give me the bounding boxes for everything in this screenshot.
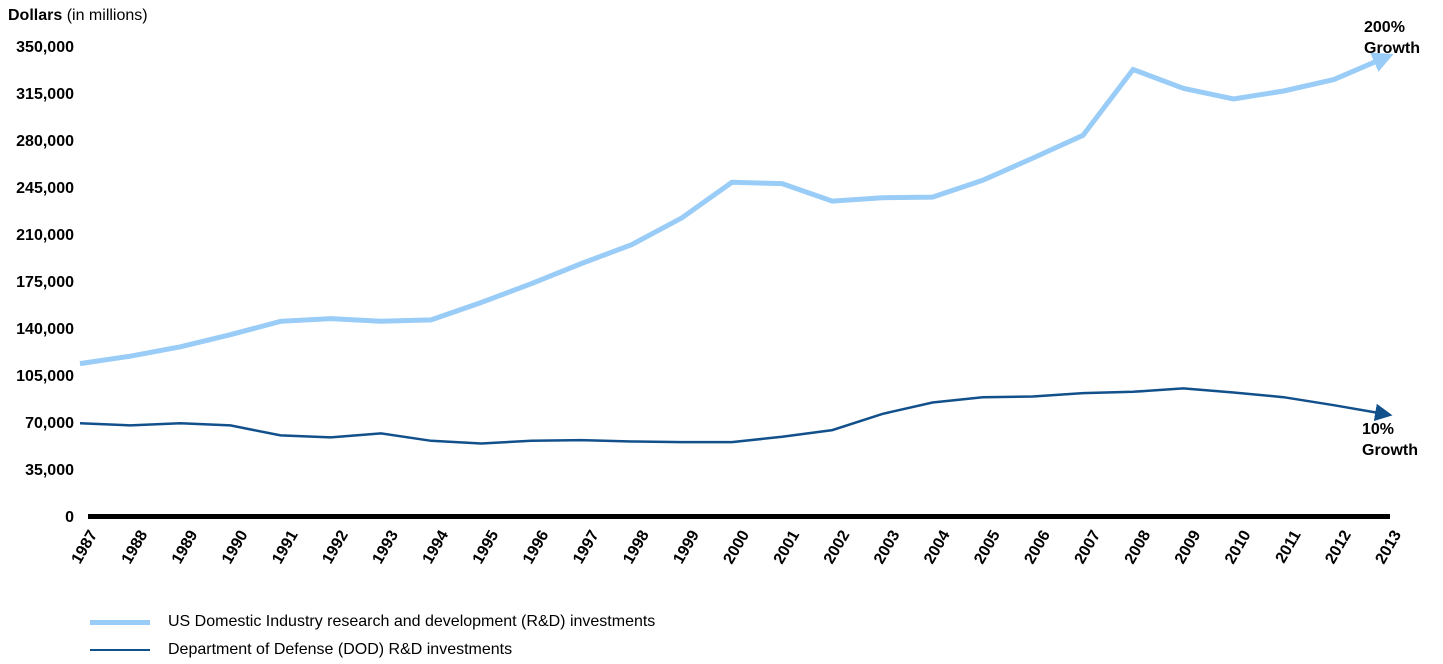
x-tick-label: 2003 bbox=[871, 528, 904, 567]
x-tick-label: 2013 bbox=[1372, 528, 1405, 567]
x-tick-label: 1997 bbox=[570, 528, 603, 567]
y-tick-label: 105,000 bbox=[16, 368, 74, 385]
y-axis-title: Dollars (in millions) bbox=[8, 7, 148, 25]
x-tick-label: 2000 bbox=[721, 528, 754, 567]
x-tick-label: 1993 bbox=[369, 528, 402, 567]
x-tick-label: 2012 bbox=[1322, 528, 1355, 567]
x-tick-label: 1990 bbox=[219, 528, 252, 567]
x-axis-tick-labels: 1987 1988 1989 1990 1991 1992 1993 1994 1995 1996… bbox=[69, 528, 1405, 567]
y-tick-label: 140,000 bbox=[16, 321, 74, 338]
x-tick-label: 1995 bbox=[470, 528, 503, 567]
y-tick-label: 175,000 bbox=[16, 274, 74, 291]
x-tick-label: 1998 bbox=[620, 528, 653, 567]
dod-growth-percent: 10% bbox=[1362, 421, 1395, 438]
legend-swatch-industry bbox=[90, 619, 150, 625]
y-tick-label: 210,000 bbox=[16, 227, 74, 244]
y-tick-label: 245,000 bbox=[16, 180, 74, 197]
x-tick-label: 2009 bbox=[1172, 528, 1205, 567]
x-tick-label: 2001 bbox=[771, 528, 804, 567]
line-chart: 0 35,000 70,000 105,000 140,000 175,000 210,00… bbox=[16, 39, 1405, 567]
legend-label-dod: Department of Defense (DOD) R&D investme… bbox=[168, 641, 513, 658]
x-tick-label: 1987 bbox=[69, 528, 102, 567]
dod-growth-word: Growth bbox=[1362, 442, 1418, 459]
y-tick-label: 315,000 bbox=[16, 86, 74, 103]
legend-label-industry: US Domestic Industry research and develo… bbox=[168, 613, 656, 630]
y-axis-title-unit: (in millions) bbox=[66, 7, 148, 24]
series-lines bbox=[79, 52, 1394, 445]
x-tick-label: 2002 bbox=[821, 528, 854, 567]
x-tick-label: 1991 bbox=[269, 528, 302, 567]
x-tick-label: 1996 bbox=[520, 528, 553, 567]
y-tick-label: 70,000 bbox=[25, 415, 74, 432]
industry-growth-word: Growth bbox=[1364, 40, 1420, 57]
series-line-dod bbox=[79, 387, 1393, 445]
y-axis-title-bold: Dollars bbox=[8, 7, 63, 24]
x-tick-label: 1999 bbox=[670, 528, 703, 567]
x-tick-label: 1992 bbox=[319, 528, 352, 567]
y-tick-label: 350,000 bbox=[16, 39, 74, 56]
y-tick-label: 35,000 bbox=[25, 462, 74, 479]
x-tick-label: 1994 bbox=[420, 528, 453, 567]
x-tick-label: 2004 bbox=[921, 528, 954, 567]
y-axis-tick-labels: 0 35,000 70,000 105,000 140,000 175,000 210,00… bbox=[16, 39, 74, 526]
x-tick-label: 2007 bbox=[1072, 528, 1105, 567]
legend-item-industry: US Domestic Industry research and develo… bbox=[90, 608, 655, 636]
dod-growth-annotation: 10% Growth bbox=[1362, 419, 1418, 461]
x-tick-label: 2005 bbox=[971, 528, 1004, 567]
x-tick-label: 2008 bbox=[1122, 528, 1155, 567]
series-line-industry bbox=[79, 52, 1394, 367]
industry-growth-percent: 200% bbox=[1364, 19, 1405, 36]
y-tick-label: 0 bbox=[65, 509, 74, 526]
x-tick-label: 2006 bbox=[1021, 528, 1054, 567]
y-tick-label: 280,000 bbox=[16, 133, 74, 150]
industry-growth-annotation: 200% Growth bbox=[1364, 17, 1420, 59]
x-tick-label: 1989 bbox=[169, 528, 202, 567]
legend-swatch-dod bbox=[90, 649, 150, 651]
x-tick-label: 2010 bbox=[1222, 528, 1255, 567]
x-tick-label: 1988 bbox=[119, 528, 152, 567]
x-tick-label: 2011 bbox=[1273, 528, 1305, 567]
legend-item-dod: Department of Defense (DOD) R&D investme… bbox=[90, 636, 655, 664]
legend: US Domestic Industry research and develo… bbox=[90, 608, 655, 664]
